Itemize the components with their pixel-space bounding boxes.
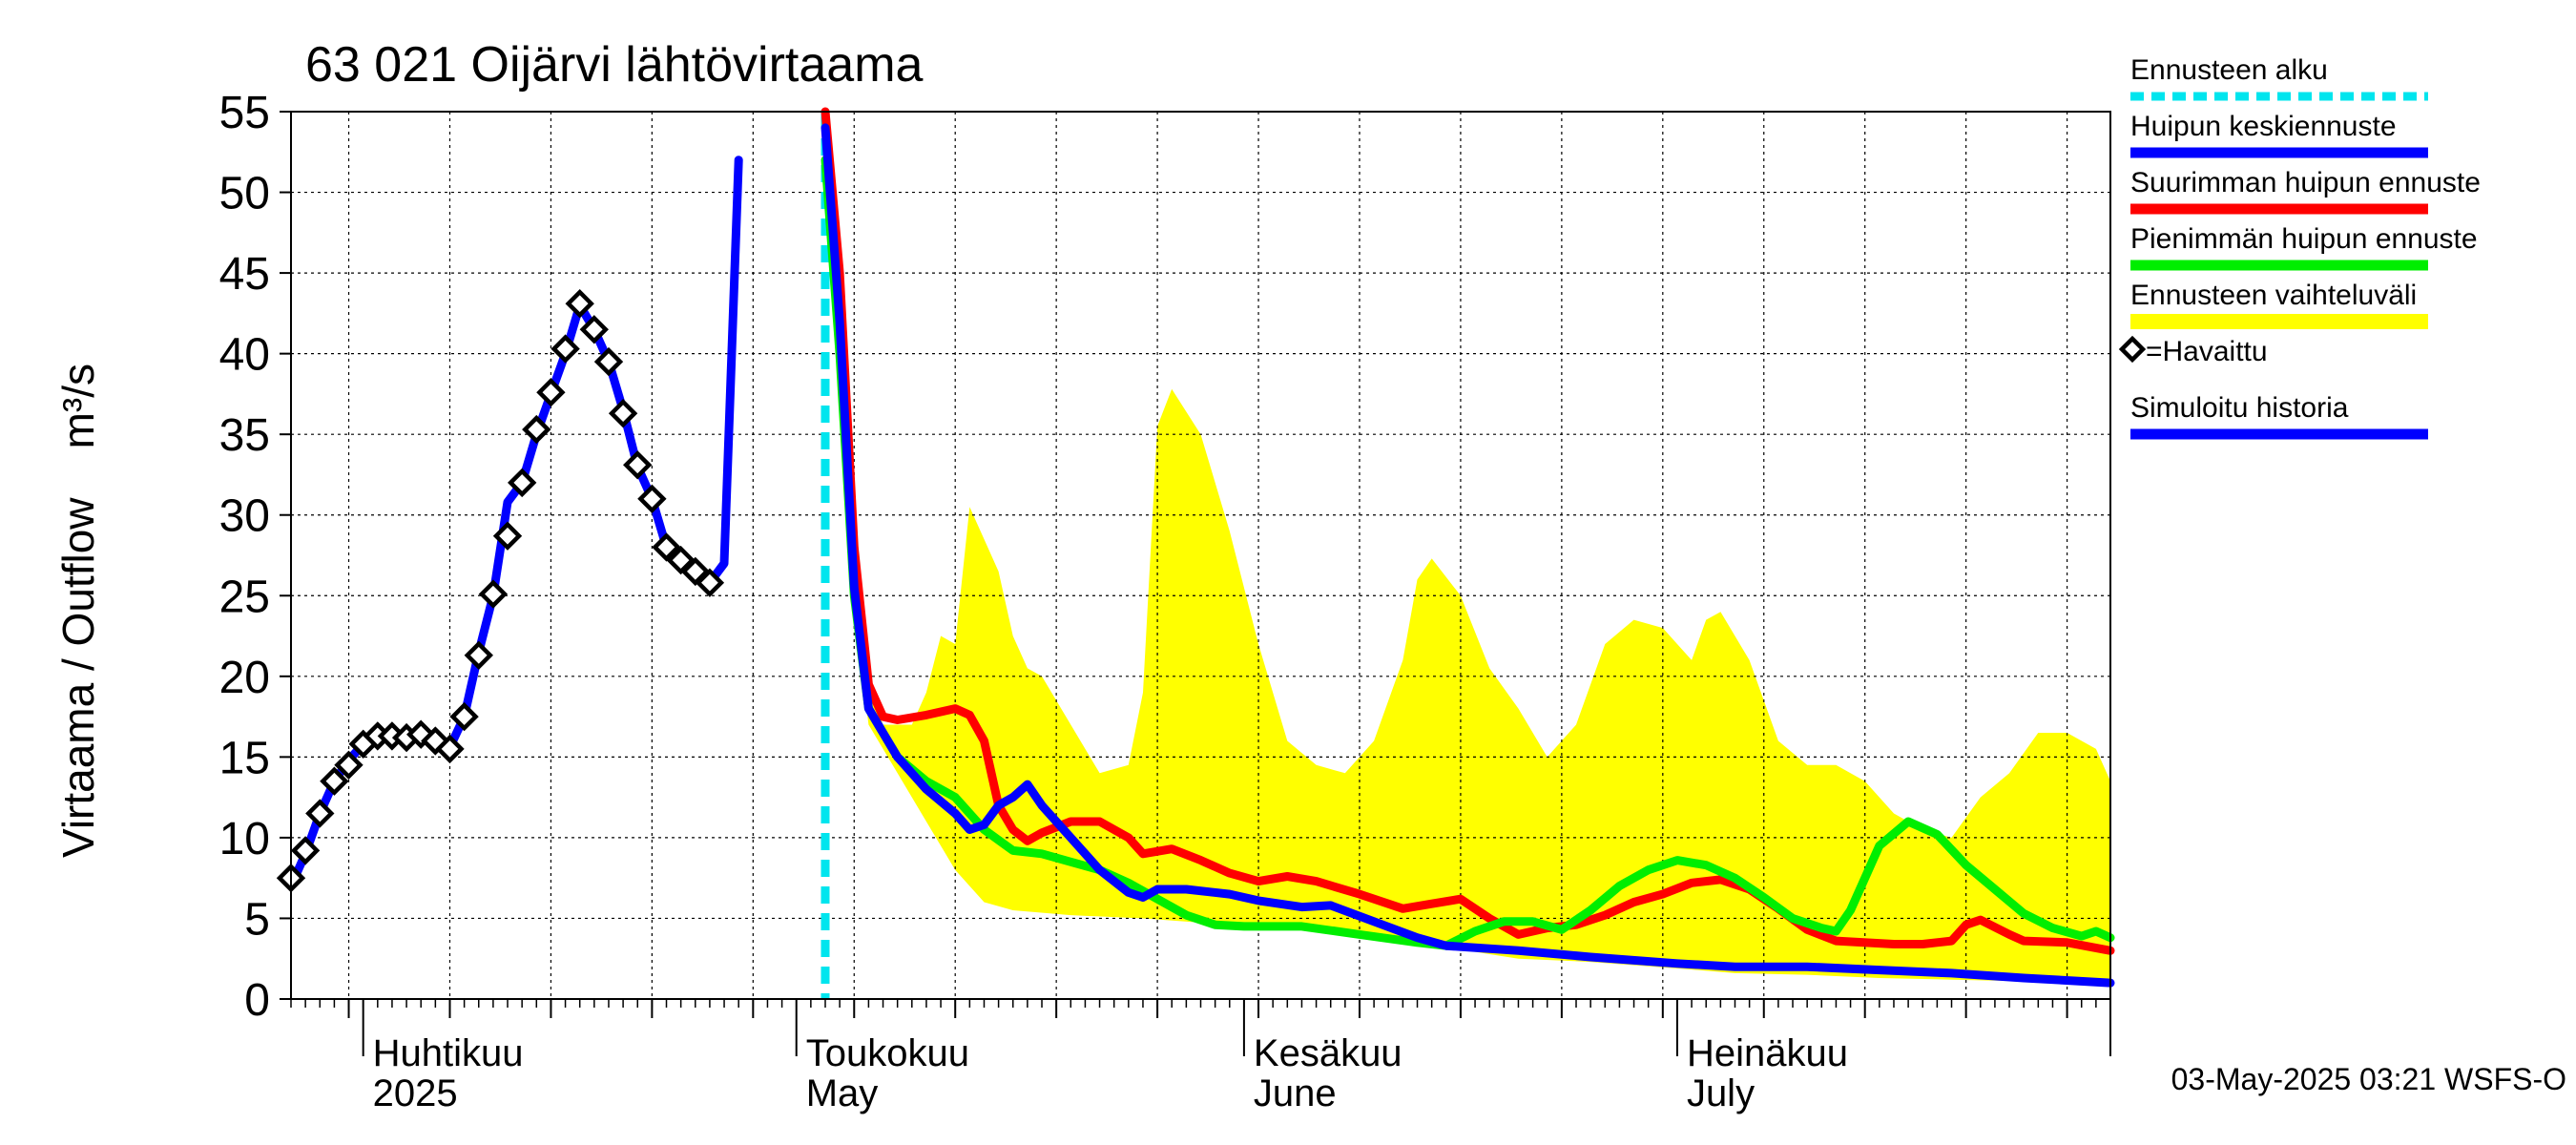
legend: Ennusteen alku Huipun keskiennuste Suurimm… bbox=[2118, 54, 2481, 440]
y-tick-label-15: 15 bbox=[219, 733, 270, 783]
observed-point-2 bbox=[305, 799, 335, 828]
observed-point-23 bbox=[608, 399, 638, 428]
y-axis-label: Virtaama / Outflow m³/s bbox=[53, 364, 103, 858]
series-line-mean-peak bbox=[821, 123, 2115, 988]
observed-point-22 bbox=[593, 346, 624, 377]
timestamp-footer: 03-May-2025 03:21 WSFS-O bbox=[2171, 1062, 2566, 1096]
series-line-max-peak bbox=[821, 107, 2115, 955]
y-tick-label-25: 25 bbox=[219, 572, 270, 622]
x-month-sublabel-2025-06-01: June bbox=[1254, 1072, 1337, 1114]
y-tick-label-0: 0 bbox=[244, 975, 270, 1026]
observed-markers bbox=[276, 289, 725, 893]
observed-point-3 bbox=[320, 766, 349, 796]
y-tick-label-55: 55 bbox=[219, 88, 270, 138]
x-month-sublabel-2025-05-01: May bbox=[806, 1072, 879, 1114]
y-tick-label-50: 50 bbox=[219, 169, 270, 219]
observed-point-19 bbox=[551, 334, 580, 364]
y-tick-label-30: 30 bbox=[219, 491, 270, 542]
legend-label-range: Ennusteen vaihteluväli bbox=[2130, 280, 2417, 311]
axes: 0510152025303540455055Huhtikuu2025Toukok… bbox=[219, 88, 2111, 1114]
legend-label-forecast_start: Ennusteen alku bbox=[2130, 54, 2328, 86]
observed-point-21 bbox=[579, 315, 609, 344]
x-month-label-2025-06-01: Kesäkuu bbox=[1254, 1032, 1402, 1074]
legend-swatch-range bbox=[2130, 314, 2428, 329]
observed-point-1 bbox=[290, 836, 321, 865]
observed-point-25 bbox=[637, 484, 667, 513]
x-month-label-2025-04-01: Huhtikuu bbox=[373, 1032, 524, 1074]
y-tick-label-10: 10 bbox=[219, 814, 270, 864]
observed-point-14 bbox=[478, 579, 509, 609]
y-tick-label-45: 45 bbox=[219, 249, 270, 300]
y-tick-label-20: 20 bbox=[219, 653, 270, 703]
y-tick-label-40: 40 bbox=[219, 330, 270, 381]
forecast-range-band bbox=[825, 112, 2110, 984]
x-month-label-2025-05-01: Toukokuu bbox=[806, 1032, 969, 1074]
observed-point-16 bbox=[508, 468, 537, 498]
y-tick-label-5: 5 bbox=[244, 894, 270, 945]
observed-point-18 bbox=[536, 378, 566, 407]
x-month-label-2025-07-01: Heinäkuu bbox=[1687, 1032, 1848, 1074]
observed-point-20 bbox=[565, 289, 594, 319]
x-month-sublabel-2025-04-01: 2025 bbox=[373, 1072, 458, 1114]
observed-point-17 bbox=[522, 414, 551, 445]
chart-title: 63 021 Oijärvi lähtövirtaama bbox=[305, 37, 924, 93]
legend-marker-observed bbox=[2118, 335, 2147, 364]
observed-point-12 bbox=[449, 701, 479, 732]
legend-label-max_peak: Suurimman huipun ennuste bbox=[2130, 167, 2481, 198]
x-month-sublabel-2025-07-01: July bbox=[1687, 1072, 1755, 1114]
observed-point-29 bbox=[695, 568, 725, 597]
observed-point-11 bbox=[435, 734, 465, 764]
observed-point-24 bbox=[623, 450, 653, 480]
range-band-layer bbox=[825, 112, 2110, 984]
series-line-min-peak bbox=[821, 156, 2115, 950]
observed-point-26 bbox=[652, 532, 681, 562]
legend-label-observed: =Havaittu bbox=[2146, 336, 2268, 367]
observed-point-15 bbox=[492, 521, 523, 551]
legend-label-min_peak: Pienimmän huipun ennuste bbox=[2130, 223, 2478, 255]
y-tick-label-35: 35 bbox=[219, 410, 270, 461]
observed-point-4 bbox=[334, 750, 364, 780]
observed-point-13 bbox=[464, 640, 493, 670]
legend-label-simulated: Simuloitu historia bbox=[2130, 392, 2349, 424]
legend-label-mean_peak: Huipun keskiennuste bbox=[2130, 111, 2397, 142]
